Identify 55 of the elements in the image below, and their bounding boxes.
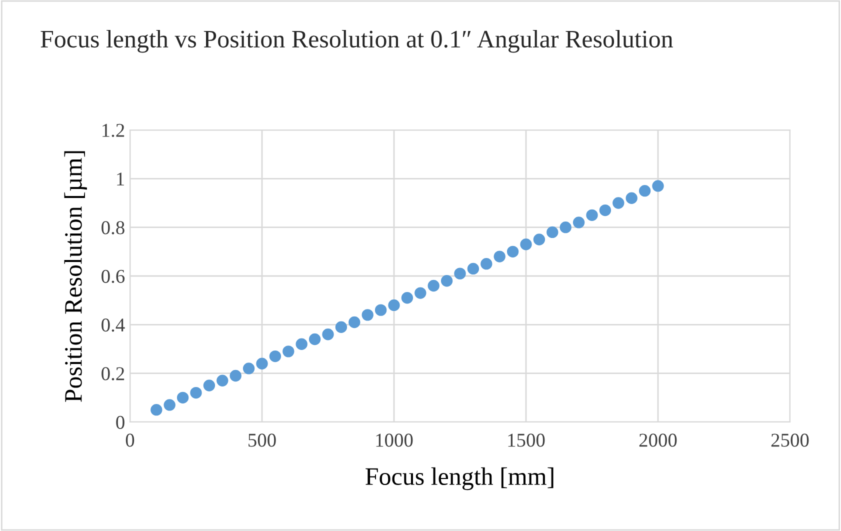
point	[652, 180, 664, 192]
point	[164, 399, 176, 411]
y-tick-label: 1	[117, 172, 124, 186]
x-tick-label: 0	[126, 434, 134, 447]
x-tick-label: 1500	[508, 434, 545, 447]
point	[454, 268, 466, 280]
point	[242, 362, 255, 374]
point	[440, 275, 453, 287]
point	[348, 316, 360, 328]
point	[428, 280, 440, 292]
y-tick-label: 1.2	[102, 124, 124, 138]
x-tick-label: 2500	[771, 434, 809, 447]
point	[494, 250, 506, 262]
point	[612, 197, 624, 209]
point	[520, 238, 532, 250]
x-tick-label: 1000	[376, 434, 413, 447]
point	[269, 350, 282, 362]
x-tick-label: 500	[248, 434, 276, 447]
y-tick-label: 0.8	[102, 221, 124, 234]
y-tick-label: 0	[116, 416, 124, 429]
point	[388, 299, 400, 312]
point	[626, 192, 638, 204]
point	[176, 392, 189, 404]
point	[190, 386, 202, 399]
point	[308, 333, 321, 346]
point	[480, 258, 492, 270]
y-tick-label: 0.6	[102, 270, 125, 284]
point	[230, 370, 242, 382]
point	[401, 292, 414, 304]
point	[572, 216, 585, 228]
point	[599, 204, 612, 216]
point	[374, 304, 387, 316]
point	[296, 338, 308, 350]
point	[546, 226, 558, 238]
point	[256, 358, 268, 370]
y-tick-label: 0.4	[102, 318, 125, 332]
point	[322, 328, 334, 340]
y-axis-title: Position Resolution [µm]	[64, 151, 87, 402]
x-axis-title: Focus length [mm]	[366, 467, 554, 490]
point	[282, 346, 294, 358]
y-tick-label: 0.2	[102, 367, 124, 380]
point	[586, 209, 598, 222]
point	[335, 321, 348, 333]
point	[362, 309, 374, 321]
point	[638, 184, 651, 197]
point	[506, 246, 519, 258]
point	[560, 221, 572, 234]
point	[467, 262, 480, 275]
x-tick-label: 2000	[639, 434, 677, 447]
point	[414, 287, 426, 299]
point	[216, 374, 228, 386]
point	[150, 404, 162, 416]
chart-title: Focus length vs Position Resolution at 0.1″ Angular Resolution	[40, 30, 673, 53]
point	[203, 380, 216, 392]
point	[533, 234, 546, 246]
